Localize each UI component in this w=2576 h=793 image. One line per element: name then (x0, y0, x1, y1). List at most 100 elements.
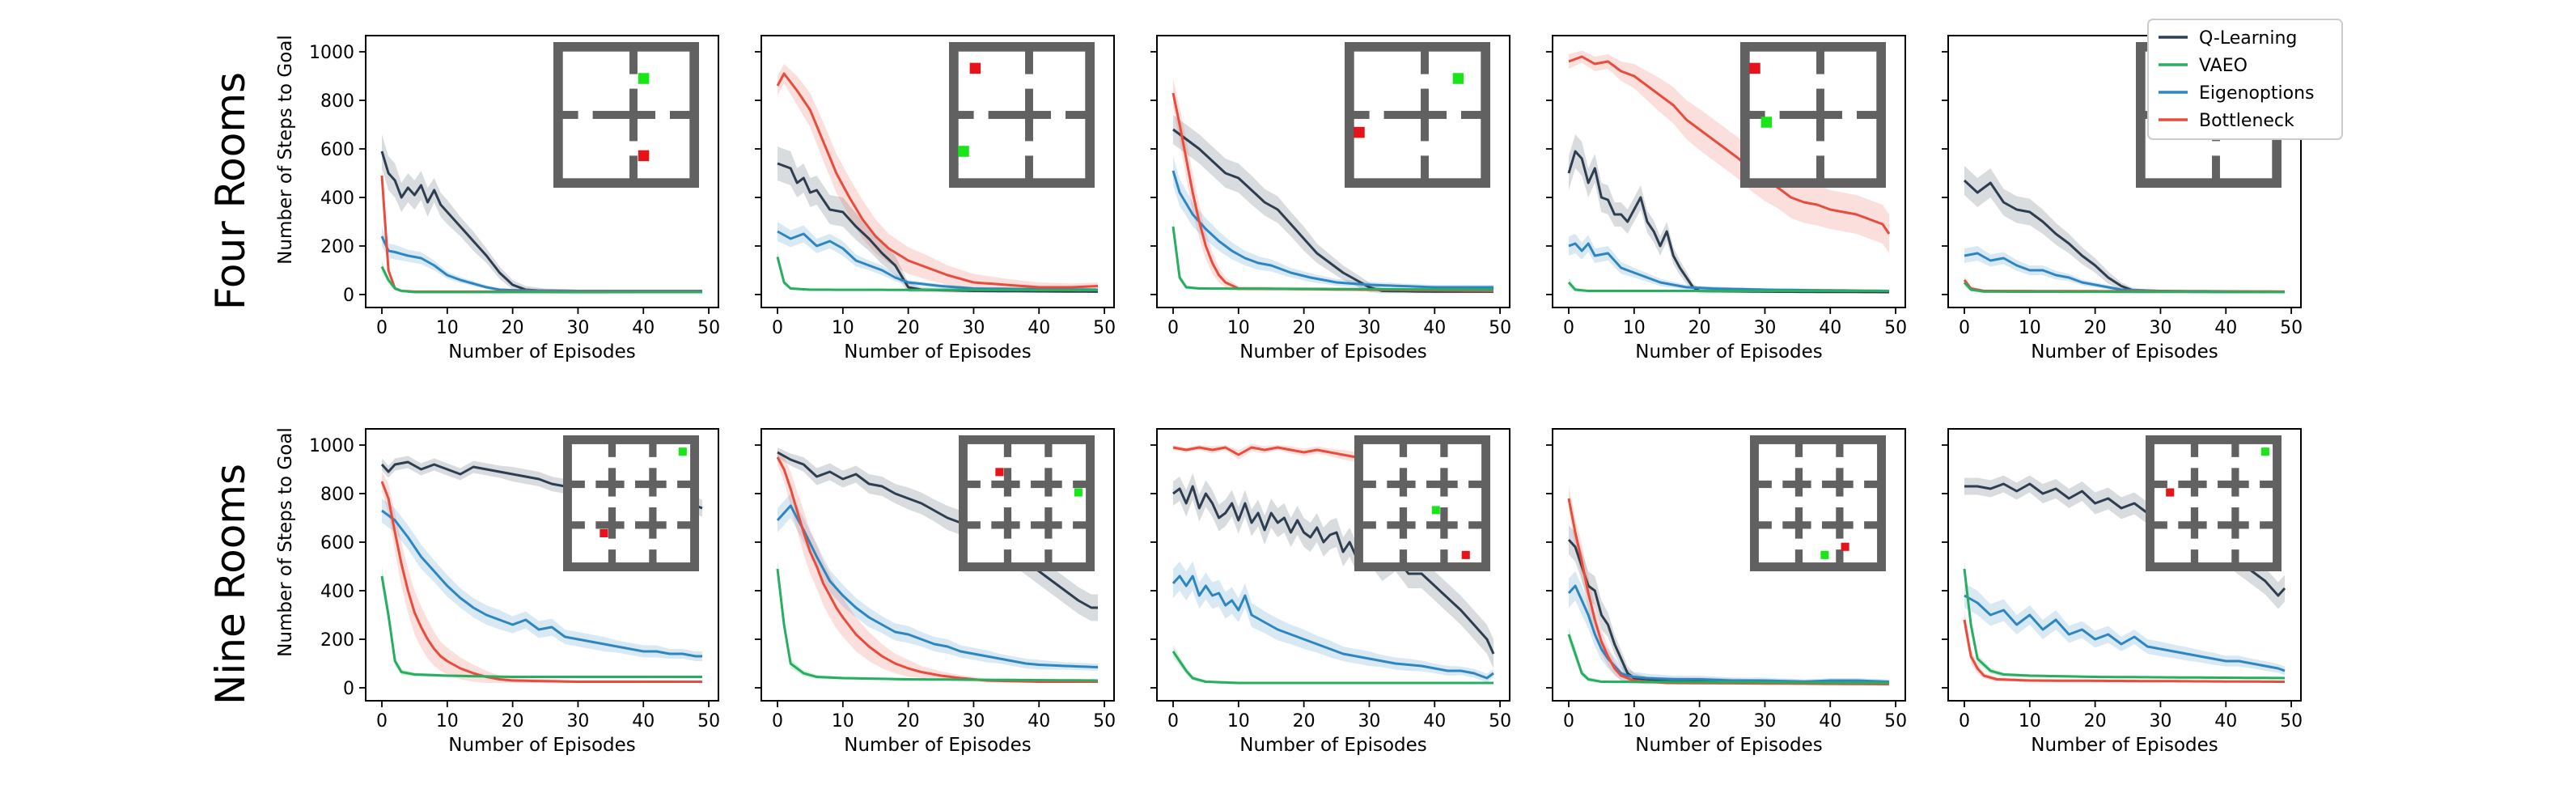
goal-marker (638, 73, 650, 84)
inset-gridworld (553, 42, 699, 188)
y-tick-label: 1000 (309, 436, 354, 456)
x-tick-label: 40 (2214, 711, 2237, 732)
x-tick-label: 0 (1959, 318, 1970, 338)
x-tick-label: 0 (376, 711, 388, 732)
x-tick-label: 40 (632, 318, 655, 338)
y-tick-label: 600 (320, 140, 354, 160)
panel-nine-rooms-3: 0 10 20 30 40 50 Number of Episodes (1150, 428, 1511, 756)
start-marker (2166, 488, 2175, 497)
start-marker (1841, 542, 1849, 551)
panel-nine-rooms-5: 0 10 20 30 40 50 Number of Episodes (1942, 428, 2303, 756)
line-vaeo (776, 257, 1098, 292)
x-tick-label: 30 (2149, 318, 2171, 338)
panel-four-rooms-2: 0 10 20 30 40 50 Number of Episodes (755, 35, 1116, 363)
axes-frame (365, 35, 719, 308)
x-axis-label: Number of Episodes (844, 341, 1032, 363)
x-tick-label: 20 (502, 318, 524, 338)
plot-area (1567, 50, 1891, 294)
plot-area (776, 447, 1099, 683)
x-tick-label: 40 (1423, 318, 1446, 338)
x-tick-label: 30 (1753, 318, 1776, 338)
line-vaeo (380, 265, 702, 294)
panel-nine-rooms-2: 0 10 20 30 40 50 Number of Episodes (755, 428, 1116, 756)
y-tick-label: 200 (320, 237, 354, 257)
goal-marker (958, 146, 969, 157)
x-tick-label: 40 (632, 711, 655, 732)
band-bottleneck (777, 64, 1098, 292)
x-tick-label: 10 (1227, 318, 1250, 338)
start-marker (1354, 126, 1365, 138)
x-tick-label: 20 (897, 318, 920, 338)
line-vaeo (1171, 226, 1493, 291)
line-vaeo (1567, 634, 1889, 685)
legend-label-q-learning: Q-Learning (2199, 28, 2297, 49)
x-tick-label: 20 (502, 711, 524, 732)
legend-label-vaeo: VAEO (2199, 56, 2248, 76)
line-eigenoptions (1171, 575, 1494, 680)
x-axis-label: Number of Episodes (844, 735, 1032, 756)
x-tick-label: 20 (1688, 318, 1711, 338)
x-axis-label: Number of Episodes (2031, 735, 2218, 756)
line-vaeo (1963, 568, 2286, 680)
x-tick-label: 50 (1093, 711, 1116, 732)
plot-area (776, 64, 1099, 293)
x-tick-label: 50 (1884, 711, 1907, 732)
line-eigenoptions (380, 235, 702, 292)
x-axis-label: Number of Episodes (448, 341, 636, 363)
x-tick-label: 40 (1423, 711, 1446, 732)
x-tick-label: 0 (772, 318, 783, 338)
y-tick-label: 800 (320, 91, 354, 112)
x-axis-label: Number of Episodes (1239, 341, 1427, 363)
inset-gridworld (959, 435, 1095, 571)
band-q-learning (777, 447, 1098, 621)
x-tick-label: 10 (1623, 711, 1646, 732)
band-eigenoptions (382, 227, 702, 292)
line-vaeo (1567, 281, 1889, 292)
x-axis-label: Number of Episodes (1239, 735, 1427, 756)
x-tick-label: 0 (1959, 711, 1970, 732)
legend: Q-Learning VAEO Eigenoptions Bottleneck (2147, 19, 2343, 140)
x-tick-label: 10 (1623, 318, 1646, 338)
x-tick-label: 40 (1819, 318, 1841, 338)
line-eigenoptions (776, 504, 1099, 668)
band-q-learning (777, 146, 1098, 293)
goal-marker (1431, 506, 1440, 515)
start-marker (1461, 550, 1470, 559)
axes-frame (1552, 428, 1906, 702)
x-tick-label: 40 (1819, 711, 1841, 732)
goal-marker (2260, 447, 2269, 456)
inset-gridworld (1354, 435, 1490, 571)
y-axis-label-row-2: Number of Steps to Goal (275, 427, 296, 657)
x-tick-label: 10 (2019, 318, 2041, 338)
axes-frame (761, 35, 1115, 308)
axes-frame (365, 428, 719, 702)
inset-gridworld (949, 42, 1095, 188)
panel-four-rooms-1: 0 10 20 30 40 50 Number of Episodes 0 200 400 600 8… (309, 35, 720, 363)
y-tick-label: 1000 (309, 43, 354, 63)
x-tick-label: 10 (832, 711, 854, 732)
x-axis-label: Number of Episodes (448, 735, 636, 756)
line-bottleneck (776, 456, 1098, 683)
band-eigenoptions (1173, 562, 1493, 683)
x-tick-label: 30 (2149, 711, 2171, 732)
band-vaeo (1173, 645, 1493, 685)
x-tick-label: 30 (1753, 711, 1776, 732)
inset-gridworld (1345, 42, 1490, 188)
x-tick-label: 20 (1293, 711, 1316, 732)
band-eigenoptions (1964, 583, 2285, 676)
inset-gridworld (2146, 435, 2282, 571)
x-axis-label: Number of Episodes (2031, 341, 2218, 363)
start-marker (969, 62, 981, 74)
line-q-learning (1172, 128, 1493, 293)
x-tick-label: 0 (772, 711, 783, 732)
inset-gridworld (1740, 42, 1886, 188)
goal-marker (1820, 550, 1829, 559)
x-tick-label: 30 (1358, 318, 1380, 338)
row-label-four-rooms: Four Rooms (207, 72, 254, 310)
legend-frame (2147, 19, 2343, 140)
x-tick-label: 0 (1563, 318, 1574, 338)
line-eigenoptions (1964, 594, 2286, 672)
legend-label-eigenoptions: Eigenoptions (2199, 83, 2314, 104)
